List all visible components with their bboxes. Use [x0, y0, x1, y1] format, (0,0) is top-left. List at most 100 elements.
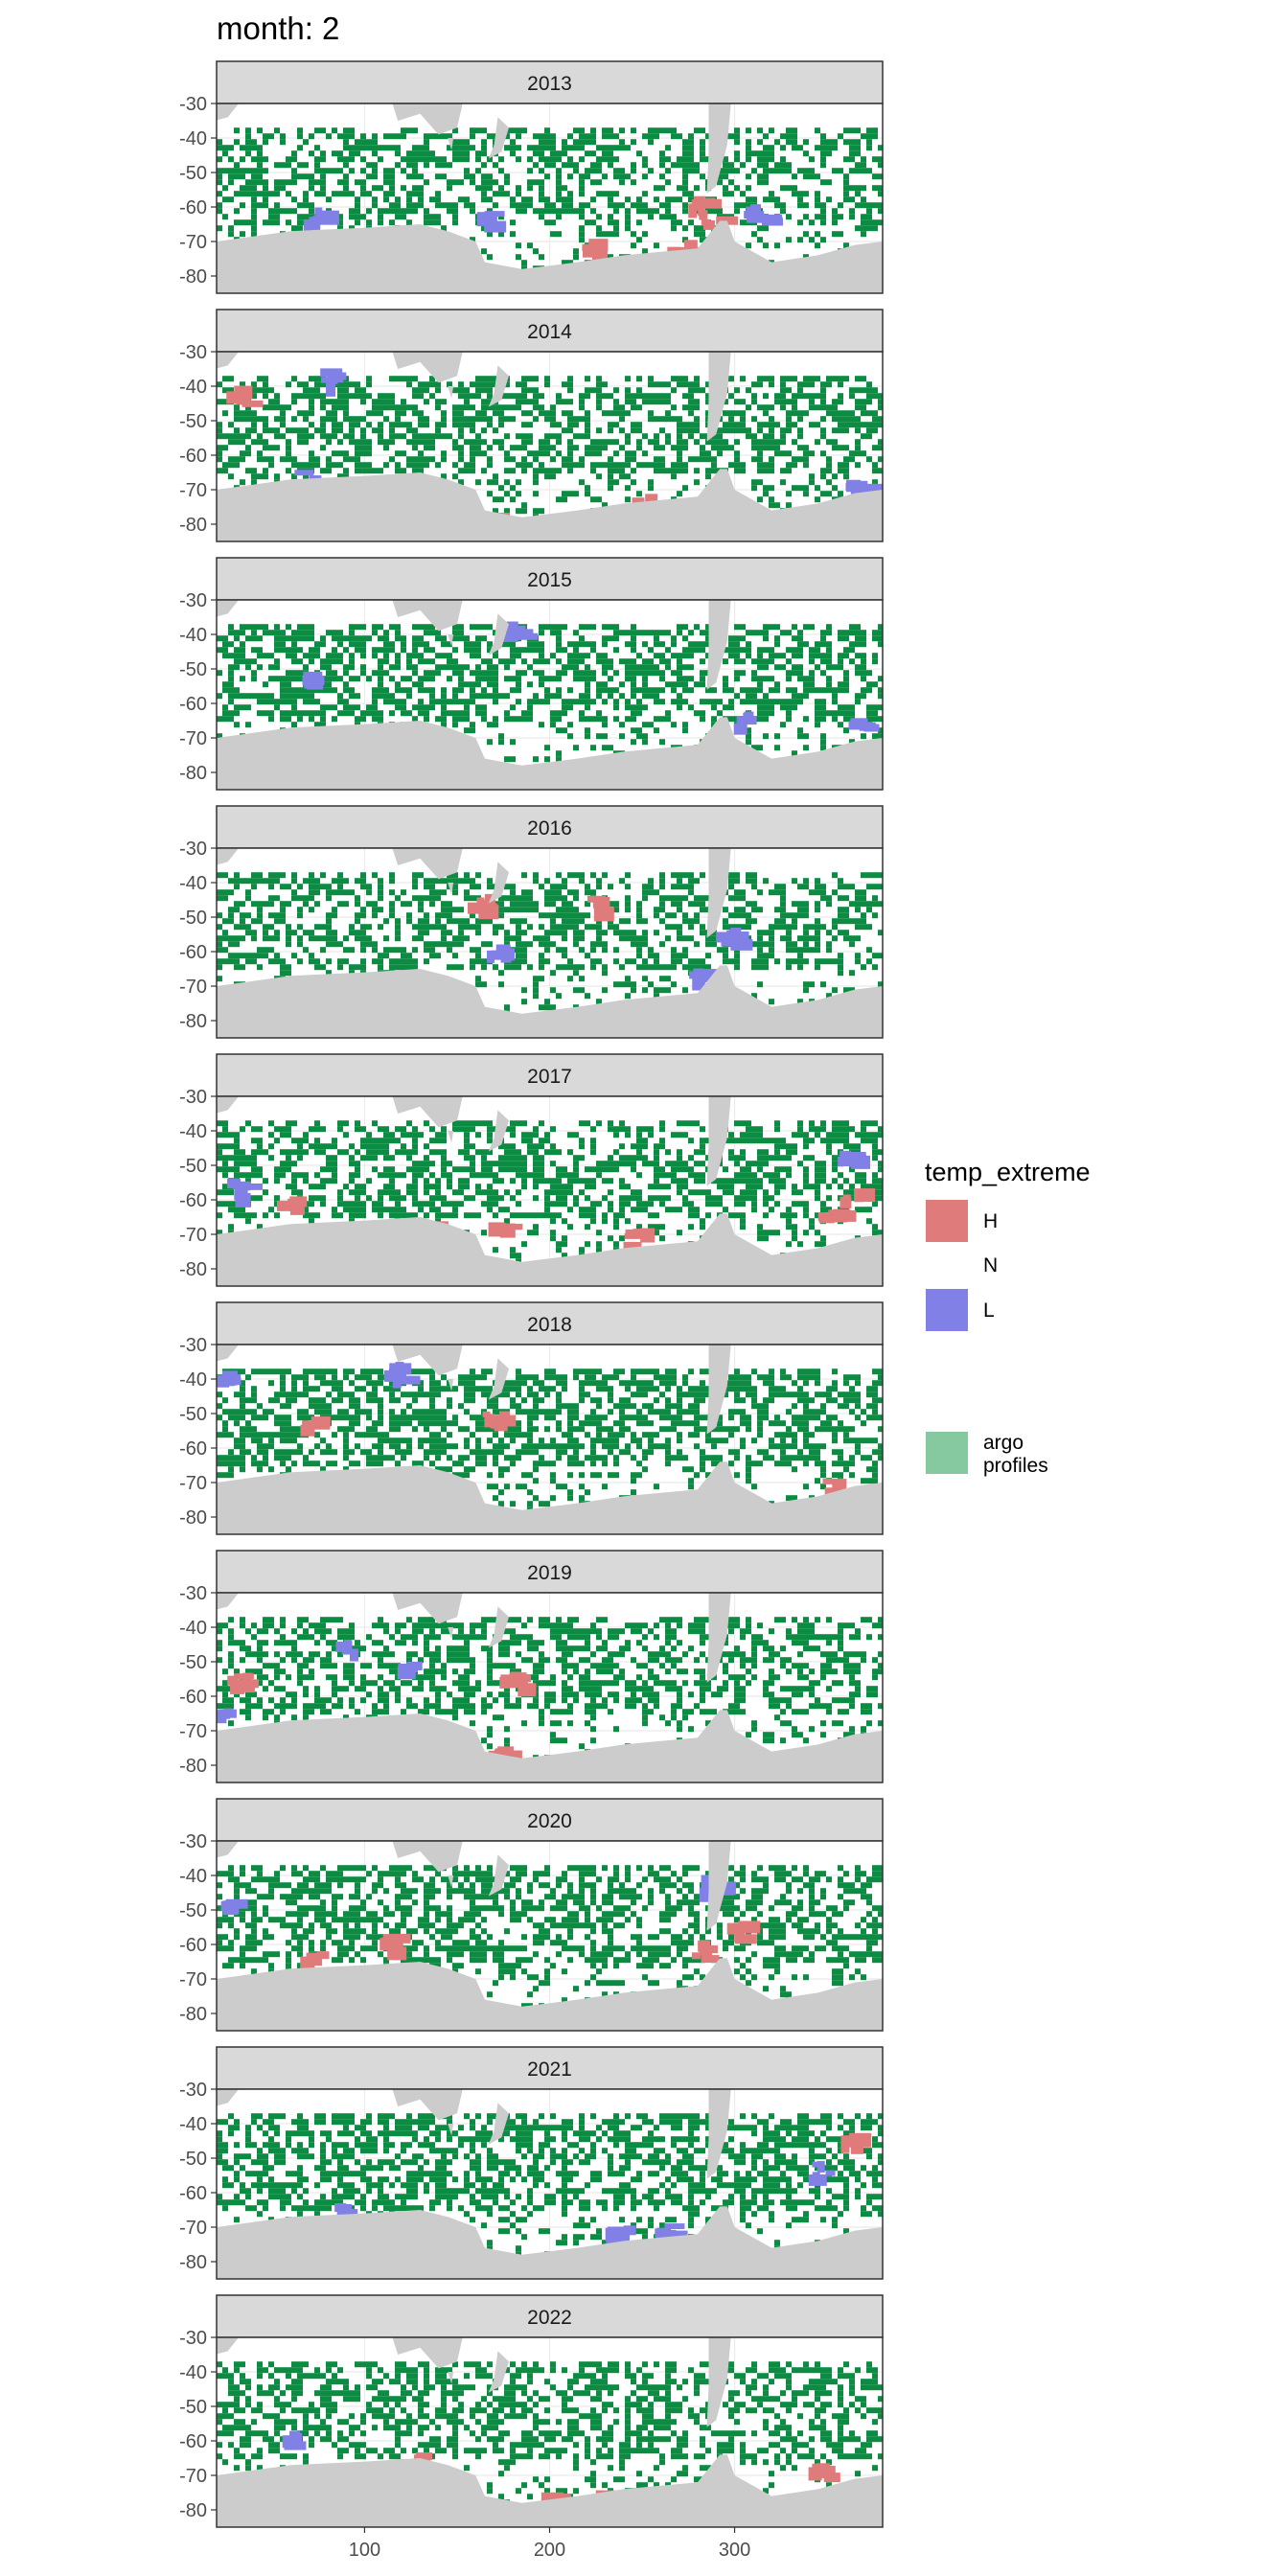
argo-cell: [625, 456, 631, 463]
argo-cell: [832, 399, 838, 405]
argo-cell: [245, 958, 251, 965]
argo-cell: [429, 624, 435, 631]
argo-cell: [769, 422, 774, 428]
panel-body: [217, 104, 883, 293]
argo-cell: [562, 912, 567, 919]
argo-cell: [349, 1207, 355, 1213]
argo-cell: [401, 450, 406, 457]
argo-cell: [222, 1184, 228, 1190]
argo-cell: [751, 658, 757, 665]
argo-cell: [872, 468, 878, 474]
argo-cell: [774, 641, 780, 648]
y-tick-label: -50: [179, 411, 207, 432]
argo-cell: [815, 422, 820, 428]
argo-cell: [435, 387, 441, 394]
argo-cell: [355, 145, 360, 151]
argo-cell: [688, 427, 694, 434]
argo-cell: [866, 168, 872, 174]
panel-body: [217, 1096, 883, 1286]
argo-cell: [786, 912, 792, 919]
argo-cell: [556, 179, 562, 186]
argo-cell: [418, 1161, 424, 1167]
extreme-low-cell: [314, 207, 323, 217]
argo-cell: [343, 1149, 349, 1156]
argo-cell: [694, 387, 700, 394]
argo-cell: [481, 981, 487, 988]
argo-cell: [826, 150, 832, 157]
argo-cell: [412, 653, 418, 659]
argo-cell: [251, 473, 257, 480]
argo-cell: [383, 439, 389, 446]
argo-cell: [590, 462, 596, 469]
argo-cell: [642, 687, 648, 694]
argo-cell: [297, 958, 303, 965]
argo-cell: [475, 981, 481, 988]
argo-cell: [268, 219, 274, 226]
argo-cell: [596, 439, 602, 446]
argo-cell: [470, 912, 475, 919]
argo-cell: [878, 953, 883, 959]
argo-cell: [378, 1126, 383, 1133]
argo-cell: [504, 658, 510, 665]
argo-cell: [838, 630, 843, 636]
argo-cell: [303, 635, 309, 642]
argo-cell: [383, 653, 389, 659]
argo-cell: [280, 1166, 286, 1173]
argo-cell: [642, 393, 648, 400]
argo-cell: [878, 456, 883, 463]
argo-cell: [820, 630, 826, 636]
argo-cell: [470, 653, 475, 659]
extreme-low-cell: [721, 940, 736, 947]
argo-cell: [349, 225, 355, 232]
argo-cell: [332, 930, 337, 936]
argo-cell: [671, 219, 677, 226]
argo-cell: [659, 687, 665, 694]
argo-cell: [625, 918, 631, 925]
argo-cell: [786, 427, 792, 434]
extreme-low-cell: [744, 211, 765, 219]
argo-cell: [625, 173, 631, 180]
argo-cell: [728, 427, 734, 434]
argo-cell: [769, 404, 774, 411]
argo-cell: [309, 710, 314, 717]
argo-cell: [389, 404, 395, 411]
argo-cell: [521, 958, 527, 965]
argo-cell: [631, 468, 636, 474]
argo-cell: [631, 676, 636, 682]
argo-cell: [573, 145, 579, 151]
argo-cell: [797, 381, 803, 388]
argo-cell: [573, 935, 579, 942]
argo-cell: [849, 450, 855, 457]
argo-cell: [504, 479, 510, 486]
argo-cell: [596, 999, 602, 1005]
argo-cell: [406, 376, 412, 382]
argo-cell: [389, 912, 395, 919]
argo-cell: [619, 202, 625, 209]
argo-cell: [625, 935, 631, 942]
argo-cell: [464, 202, 470, 209]
argo-cell: [763, 376, 769, 382]
argo-cell: [585, 912, 590, 919]
antarctica-landmass: [217, 717, 883, 790]
argo-cell: [792, 393, 797, 400]
argo-cell: [234, 710, 240, 717]
argo-cell: [838, 376, 843, 382]
argo-cell: [786, 670, 792, 677]
argo-cell: [843, 687, 849, 694]
argo-cell: [274, 473, 280, 480]
argo-cell: [705, 624, 711, 631]
argo-cell: [360, 958, 366, 965]
argo-cell: [556, 422, 562, 428]
argo-cell: [326, 1178, 332, 1184]
argo-cell: [608, 624, 613, 631]
argo-cell: [625, 872, 631, 879]
argo-cell: [665, 179, 671, 186]
argo-cell: [585, 485, 590, 492]
argo-cell: [544, 676, 550, 682]
argo-cell: [251, 878, 257, 885]
argo-cell: [539, 958, 544, 965]
argo-cell: [780, 185, 786, 192]
argo-cell: [257, 1195, 263, 1202]
argo-cell: [234, 693, 240, 700]
argo-cell: [723, 953, 728, 959]
